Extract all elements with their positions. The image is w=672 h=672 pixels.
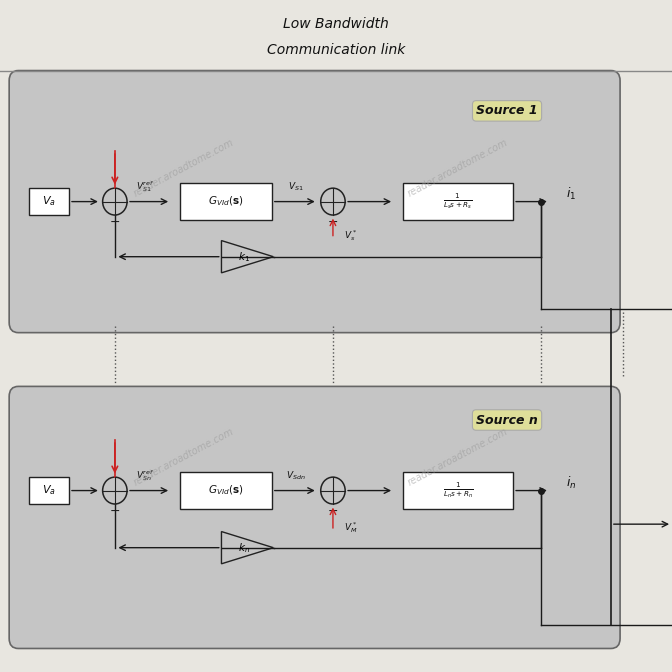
Text: $G_{VI d}(\mathbf{s})$: $G_{VI d}(\mathbf{s})$ bbox=[208, 484, 244, 497]
Bar bbox=[403, 472, 513, 509]
Text: Low Bandwidth: Low Bandwidth bbox=[283, 17, 389, 30]
Text: $-$: $-$ bbox=[327, 215, 339, 228]
Text: Source n: Source n bbox=[476, 413, 538, 427]
Text: $V_a$: $V_a$ bbox=[42, 484, 56, 497]
Text: $G_{VI d}(\mathbf{s})$: $G_{VI d}(\mathbf{s})$ bbox=[208, 195, 244, 208]
Text: $V_{Sn}^{ref}$: $V_{Sn}^{ref}$ bbox=[136, 468, 155, 483]
Text: $V_M^*$: $V_M^*$ bbox=[344, 520, 358, 535]
Text: reader.aroadtome.com: reader.aroadtome.com bbox=[407, 137, 510, 199]
Text: reader.aroadtome.com: reader.aroadtome.com bbox=[132, 137, 235, 199]
Text: reader.aroadtome.com: reader.aroadtome.com bbox=[132, 426, 235, 488]
Text: $k_n$: $k_n$ bbox=[239, 541, 251, 554]
Text: $i_1$: $i_1$ bbox=[566, 185, 577, 202]
Bar bbox=[29, 477, 69, 504]
Text: $\frac{1}{L_n s+R_n}$: $\frac{1}{L_n s+R_n}$ bbox=[443, 480, 474, 501]
Text: $V_{S1}^{ref}$: $V_{S1}^{ref}$ bbox=[136, 179, 155, 194]
Bar bbox=[29, 188, 69, 215]
Text: $\frac{1}{L_s s+R_s}$: $\frac{1}{L_s s+R_s}$ bbox=[444, 192, 473, 212]
Bar bbox=[180, 472, 272, 509]
Text: $i_n$: $i_n$ bbox=[566, 474, 577, 491]
Text: $-$: $-$ bbox=[327, 504, 339, 517]
Text: $-$: $-$ bbox=[110, 215, 120, 228]
Bar bbox=[180, 183, 272, 220]
FancyBboxPatch shape bbox=[9, 71, 620, 333]
Text: $-$: $-$ bbox=[110, 504, 120, 517]
Text: $V_{Sdn}$: $V_{Sdn}$ bbox=[286, 470, 306, 482]
Text: $V_s^*$: $V_s^*$ bbox=[344, 228, 357, 243]
Text: $k_1$: $k_1$ bbox=[239, 250, 251, 263]
Text: Communication link: Communication link bbox=[267, 44, 405, 57]
Text: $V_{S1}$: $V_{S1}$ bbox=[288, 181, 304, 193]
Bar bbox=[403, 183, 513, 220]
Text: reader.aroadtome.com: reader.aroadtome.com bbox=[407, 426, 510, 488]
Text: Source 1: Source 1 bbox=[476, 104, 538, 118]
FancyBboxPatch shape bbox=[9, 386, 620, 648]
Text: $V_a$: $V_a$ bbox=[42, 195, 56, 208]
